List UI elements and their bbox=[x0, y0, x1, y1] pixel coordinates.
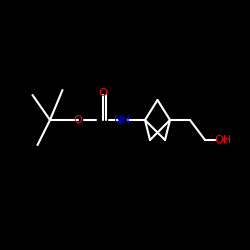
Text: O: O bbox=[73, 115, 82, 125]
Text: OH: OH bbox=[214, 135, 231, 145]
Text: O: O bbox=[98, 88, 107, 98]
Text: NH: NH bbox=[114, 115, 131, 125]
